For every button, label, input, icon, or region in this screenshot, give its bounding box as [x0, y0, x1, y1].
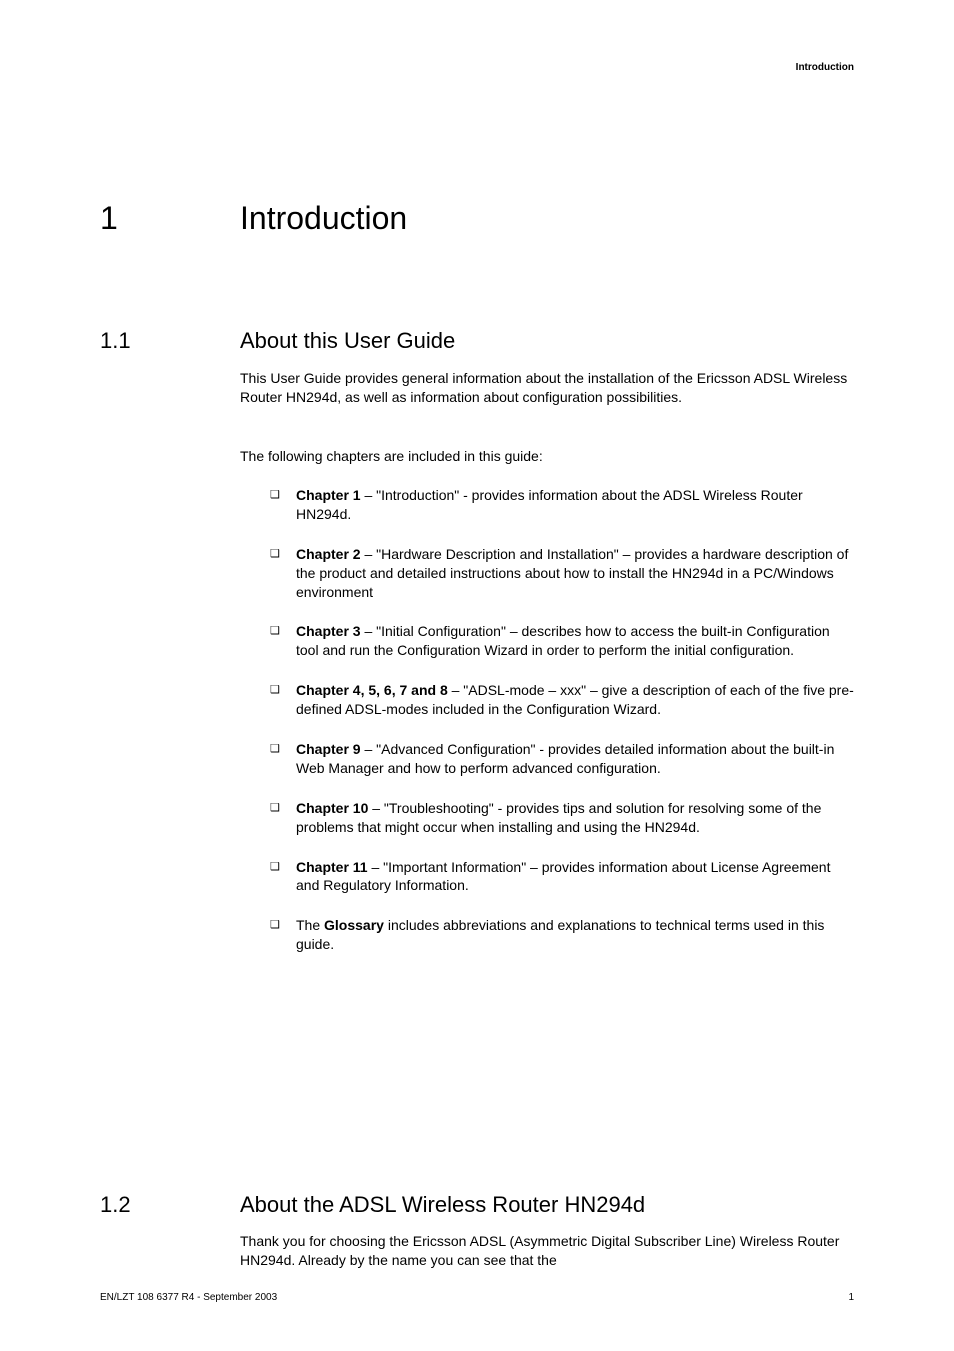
list-item: ❑ Chapter 4, 5, 6, 7 and 8 – "ADSL-mode … [270, 681, 854, 719]
list-text: Chapter 3 – "Initial Configuration" – de… [296, 622, 854, 660]
list-item: ❑ Chapter 11 – "Important Information" –… [270, 858, 854, 896]
bullet-icon: ❑ [270, 622, 296, 639]
list-intro-paragraph: The following chapters are included in t… [240, 447, 854, 466]
chapter-list: ❑ Chapter 1 – "Introduction" - provides … [270, 486, 854, 975]
section-1-number: 1.1 [100, 328, 131, 354]
list-text: Chapter 9 – "Advanced Configuration" - p… [296, 740, 854, 778]
page-header-label: Introduction [796, 62, 854, 73]
section-1-title: About this User Guide [240, 328, 455, 354]
page-footer: EN/LZT 108 6377 R4 - September 2003 1 [100, 1292, 854, 1303]
bullet-icon: ❑ [270, 545, 296, 562]
list-item: ❑ Chapter 3 – "Initial Configuration" – … [270, 622, 854, 660]
chapter-number: 1 [100, 200, 118, 237]
list-text: Chapter 1 – "Introduction" - provides in… [296, 486, 854, 524]
intro-paragraph: This User Guide provides general informa… [240, 369, 854, 407]
list-text: Chapter 2 – "Hardware Description and In… [296, 545, 854, 602]
section-2-paragraph: Thank you for choosing the Ericsson ADSL… [240, 1232, 854, 1270]
chapter-title: Introduction [240, 200, 407, 237]
section-2-number: 1.2 [100, 1192, 131, 1218]
bullet-icon: ❑ [270, 681, 296, 698]
list-item: ❑ Chapter 9 – "Advanced Configuration" -… [270, 740, 854, 778]
list-item: ❑ Chapter 10 – "Troubleshooting" - provi… [270, 799, 854, 837]
bullet-icon: ❑ [270, 799, 296, 816]
list-text: Chapter 10 – "Troubleshooting" - provide… [296, 799, 854, 837]
list-item: ❑ The Glossary includes abbreviations an… [270, 916, 854, 954]
bullet-icon: ❑ [270, 740, 296, 757]
list-item: ❑ Chapter 1 – "Introduction" - provides … [270, 486, 854, 524]
bullet-icon: ❑ [270, 486, 296, 503]
footer-left: EN/LZT 108 6377 R4 - September 2003 [100, 1292, 277, 1303]
list-text: Chapter 4, 5, 6, 7 and 8 – "ADSL-mode – … [296, 681, 854, 719]
section-2-title: About the ADSL Wireless Router HN294d [240, 1192, 645, 1218]
bullet-icon: ❑ [270, 858, 296, 875]
bullet-icon: ❑ [270, 916, 296, 933]
footer-page-number: 1 [848, 1292, 854, 1303]
list-item: ❑ Chapter 2 – "Hardware Description and … [270, 545, 854, 602]
list-text: The Glossary includes abbreviations and … [296, 916, 854, 954]
list-text: Chapter 11 – "Important Information" – p… [296, 858, 854, 896]
